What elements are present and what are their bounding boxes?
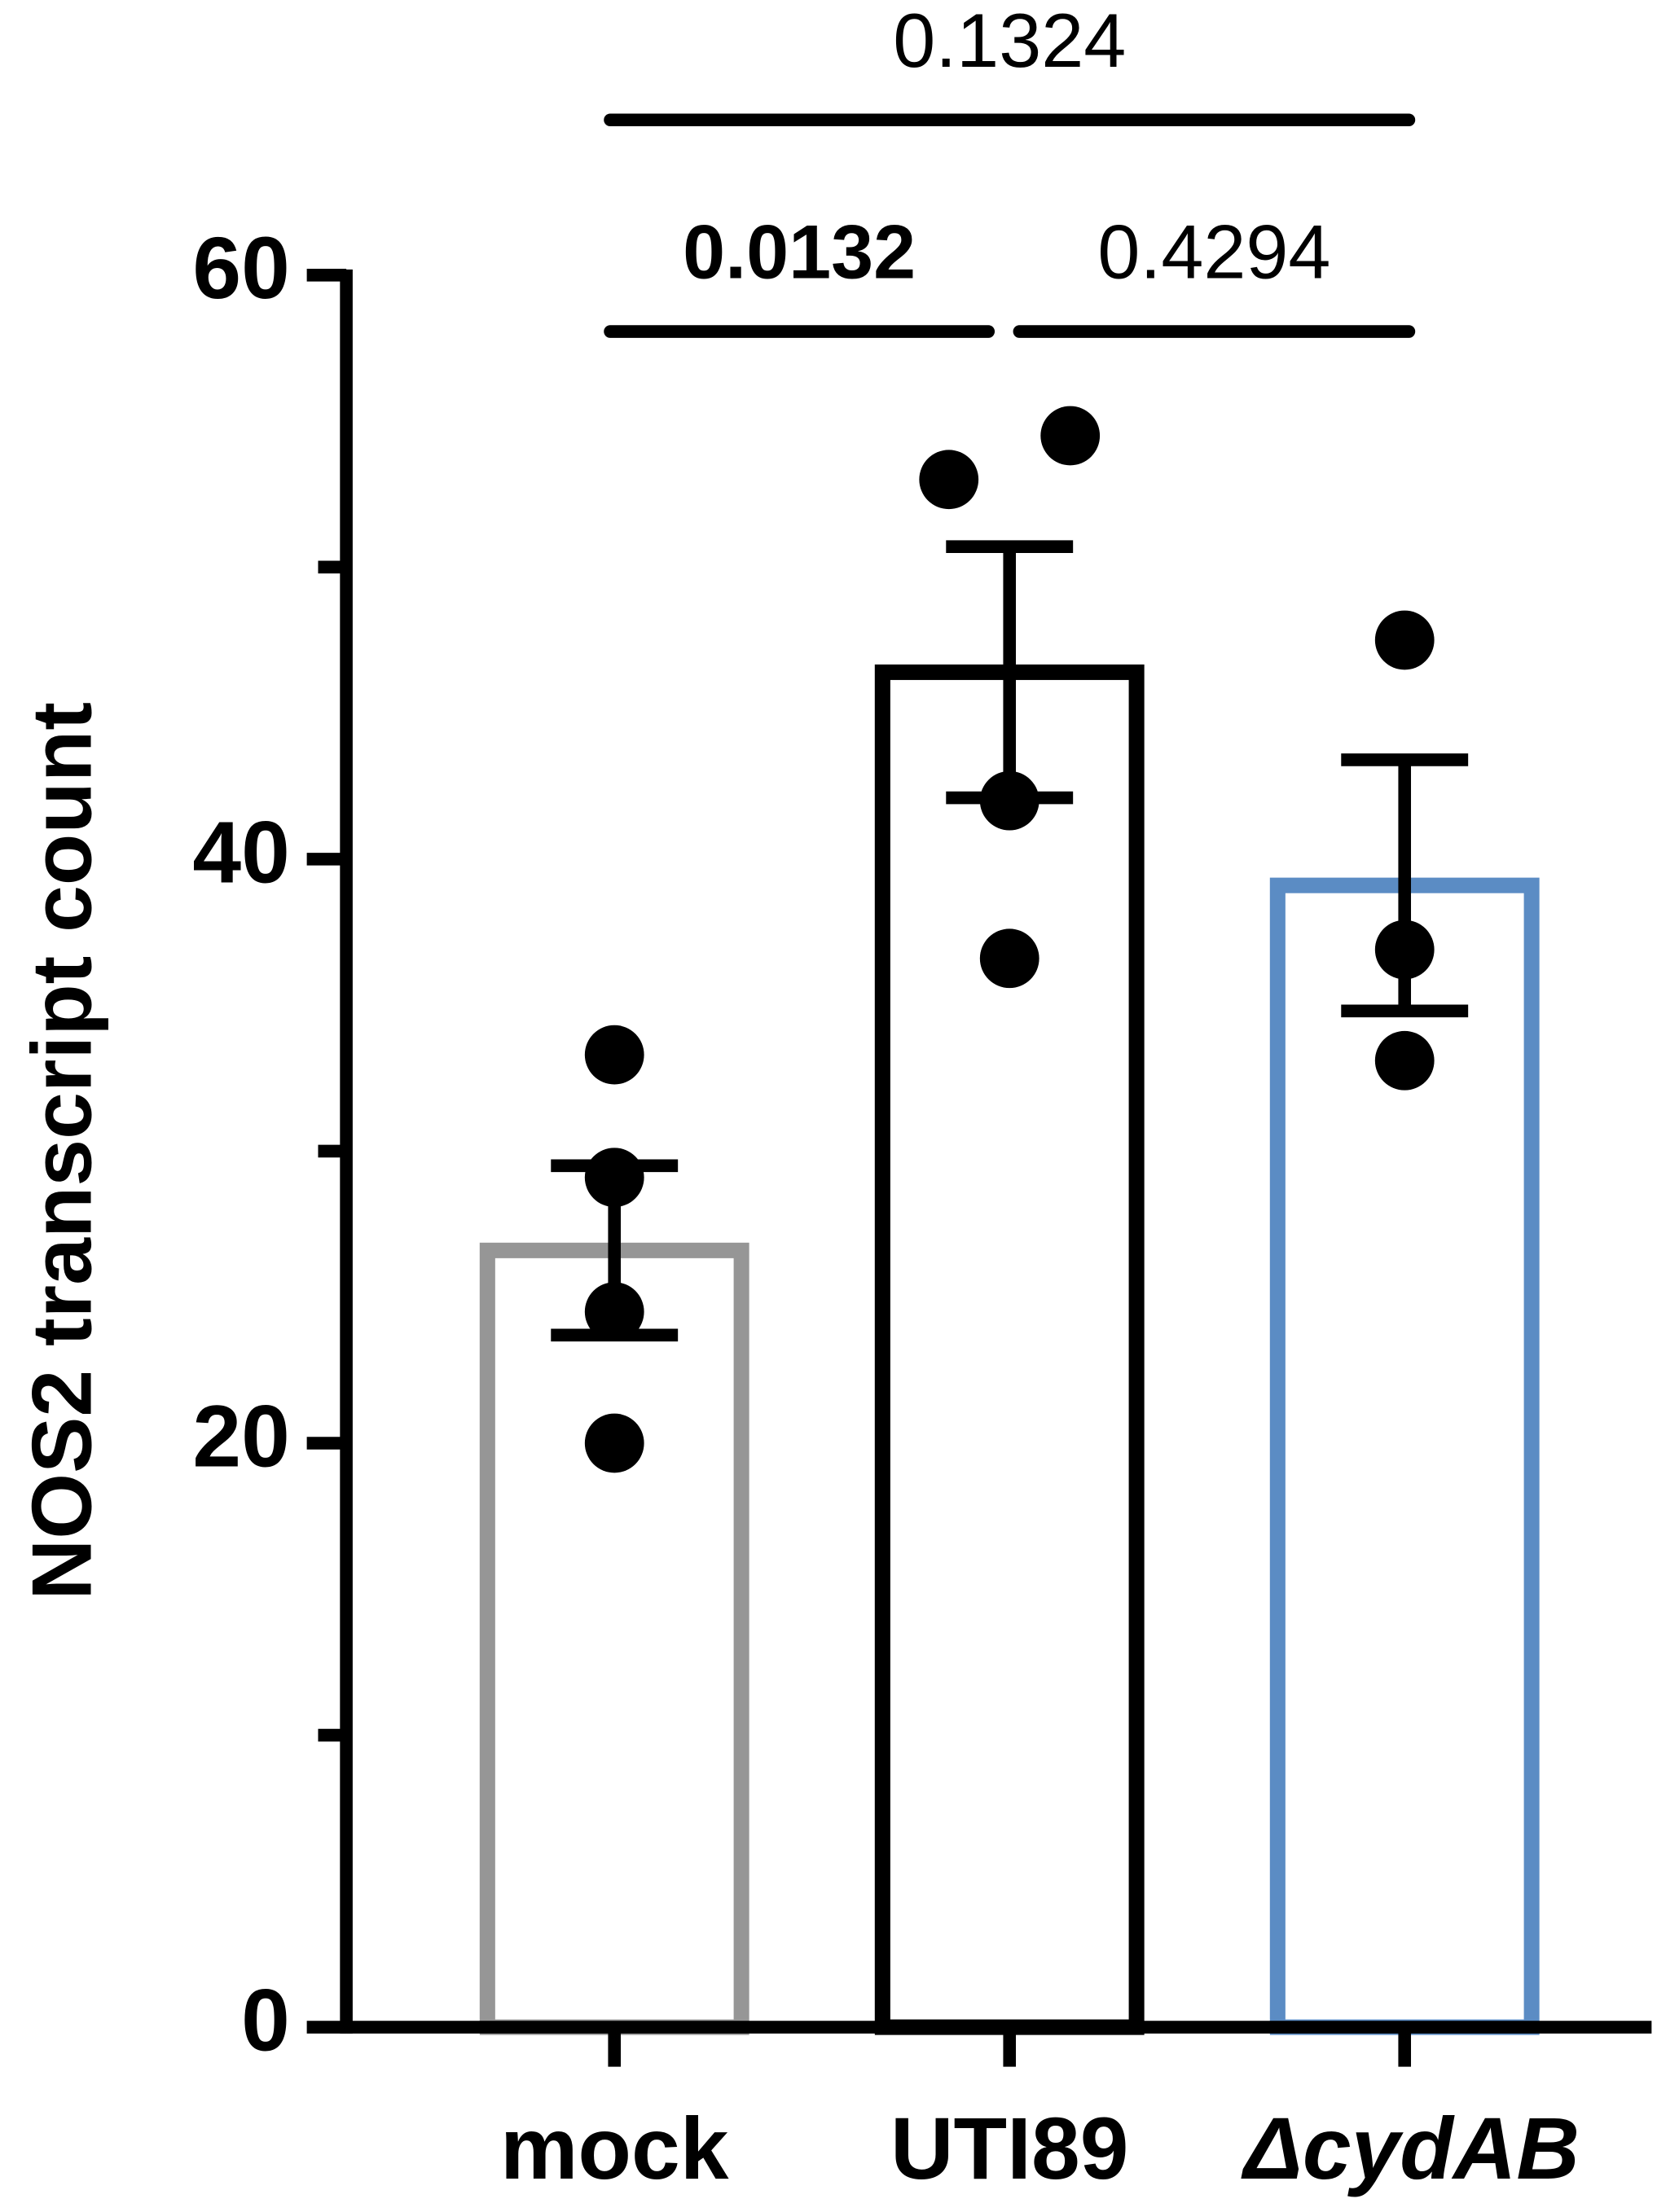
bar (479, 1242, 749, 2035)
y-tick-label: 40 (192, 803, 289, 901)
data-point (1040, 406, 1101, 466)
data-point (919, 450, 979, 510)
data-point (1374, 610, 1435, 670)
bar (874, 664, 1145, 2035)
y-axis-label: NOS2 transcript count (15, 702, 109, 1600)
p-value-label: 0.1324 (893, 0, 1126, 83)
data-point (1374, 1030, 1435, 1091)
y-tick-label: 60 (192, 219, 289, 317)
x-tick-label: UTI89 (890, 2100, 1128, 2197)
data-point (584, 1413, 644, 1473)
data-point (979, 928, 1039, 989)
p-value-label: 0.4294 (1097, 209, 1330, 295)
p-value-label: 0.0132 (683, 209, 916, 295)
x-tick-label: mock (500, 2100, 729, 2197)
x-tick-label: ΔcydAB (1241, 2100, 1580, 2197)
y-tick-label: 0 (241, 1971, 290, 2069)
y-tick-label: 20 (192, 1387, 289, 1485)
data-point (584, 1025, 644, 1085)
